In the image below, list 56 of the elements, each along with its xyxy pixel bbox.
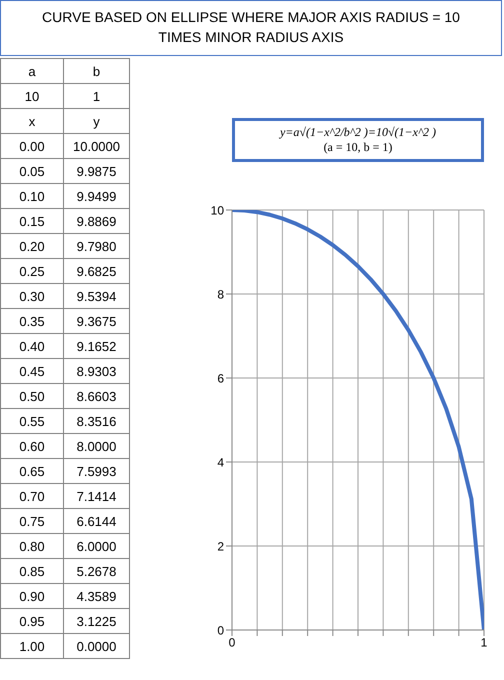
- text: 1.00: [0, 634, 64, 658]
- text: 0.20: [0, 234, 64, 258]
- text: 0.30: [0, 284, 64, 308]
- text: 0.55: [0, 408, 64, 434]
- text: 4.3589: [76, 588, 116, 604]
- text: 6.0000: [76, 538, 116, 554]
- y-tick-label: 10: [210, 203, 224, 218]
- text: 0.45: [0, 358, 64, 384]
- y-tick-label: 0: [217, 623, 224, 638]
- text: y: [64, 108, 130, 134]
- text: 3.1225: [76, 614, 116, 628]
- text: 0.40: [0, 334, 64, 358]
- y-tick-label: 2: [217, 539, 224, 554]
- text: 8.9303: [76, 364, 116, 378]
- text: 9.9499: [76, 188, 116, 204]
- text: 5.2678: [76, 564, 116, 578]
- text: 9.7980: [76, 238, 116, 254]
- text: 9.3675: [76, 314, 116, 328]
- chart-subtitle: y=a√(1−x^2/b^2 )=10√(1−x^2 ) (a = 10, b = 1): [278, 125, 438, 155]
- text: 0.80: [0, 534, 64, 558]
- text: 6.6144: [76, 514, 116, 528]
- text: 0.25: [0, 258, 64, 284]
- text: 0.0000: [76, 638, 116, 654]
- text: 9.8869: [76, 214, 116, 228]
- text: 10: [0, 84, 64, 108]
- text: 0.35: [0, 308, 64, 334]
- text: 9.9875: [76, 164, 116, 178]
- text: b: [64, 58, 130, 84]
- text: 0.70: [0, 484, 64, 508]
- text: a: [0, 58, 64, 84]
- y-tick-label: 4: [217, 455, 224, 470]
- text: 1: [64, 84, 130, 108]
- text: 8.3516: [76, 414, 116, 428]
- text: 0.00: [0, 134, 64, 158]
- y-tick-label: 6: [217, 371, 224, 386]
- text: 9.1652: [76, 338, 116, 354]
- text: 0.65: [0, 458, 64, 484]
- text: 8.0000: [76, 438, 116, 454]
- text: 0.15: [0, 208, 64, 234]
- chart-title: CURVE BASED ON ELLIPSE WHERE MAJOR AXIS RADIUS = 10 TIMES MINOR RADIUS AXIS: [0, 0, 502, 56]
- text: 7.1414: [76, 488, 116, 504]
- text: 0.60: [0, 434, 64, 458]
- text: 0.05: [0, 158, 64, 184]
- text: 0.85: [0, 558, 64, 584]
- text: 0.50: [0, 384, 64, 408]
- text: 0.75: [0, 508, 64, 534]
- text: 0.90: [0, 584, 64, 608]
- text: 0.10: [0, 184, 64, 208]
- text: 0.95: [0, 608, 64, 634]
- text: 9.6825: [76, 264, 116, 278]
- text: 10.0000: [73, 138, 120, 154]
- text: 8.6603: [76, 388, 116, 404]
- text: x: [0, 108, 64, 134]
- text: 7.5993: [76, 464, 116, 478]
- y-tick-label: 8: [217, 287, 224, 302]
- text: 9.5394: [76, 288, 116, 304]
